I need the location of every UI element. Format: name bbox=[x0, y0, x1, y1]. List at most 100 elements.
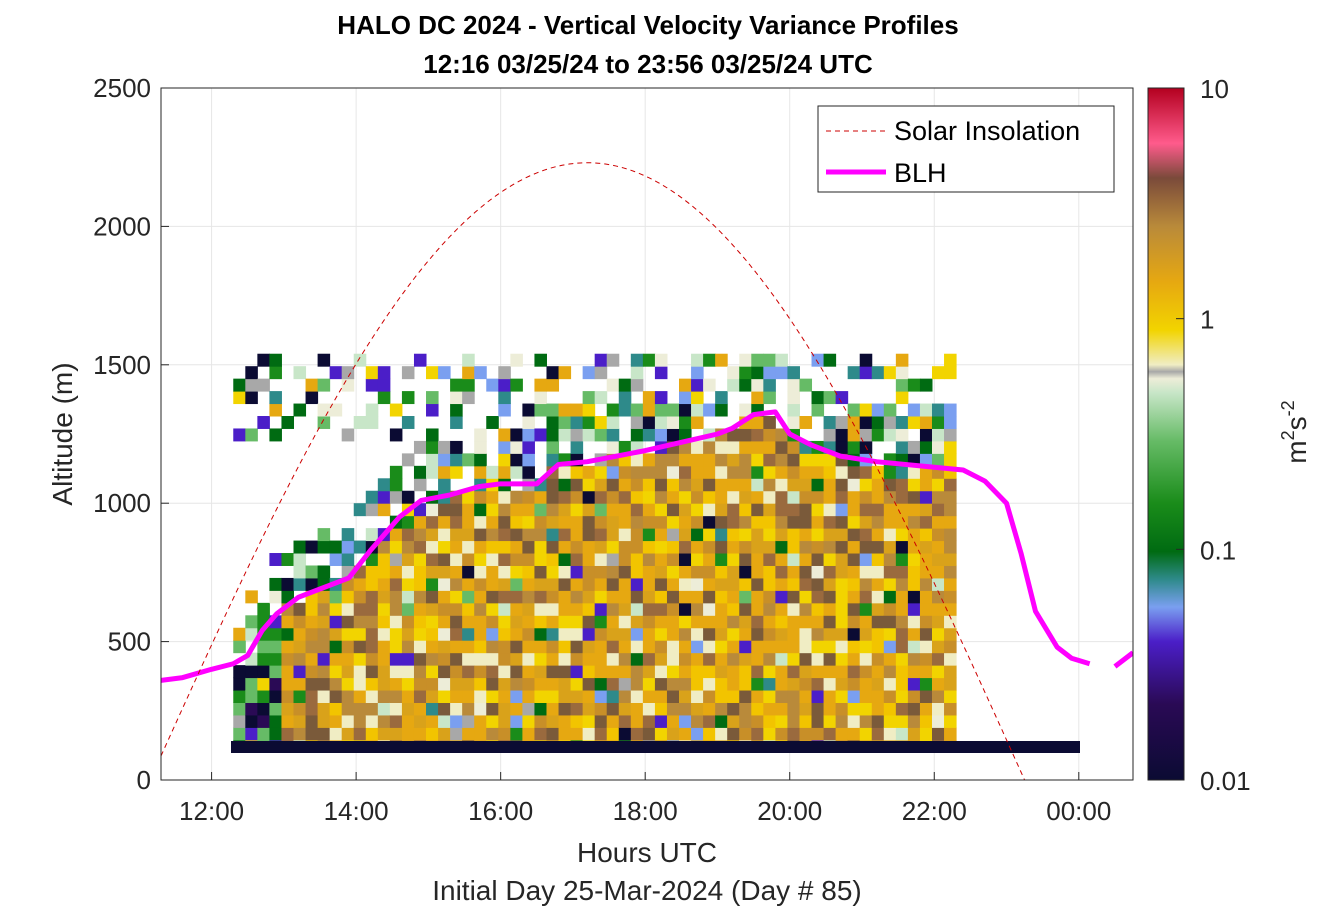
heatmap-cell bbox=[919, 428, 933, 442]
heatmap-cell bbox=[498, 453, 511, 467]
heatmap-cell bbox=[618, 727, 632, 741]
heatmap-cell bbox=[522, 490, 535, 504]
heatmap-cell bbox=[377, 577, 391, 591]
heatmap-cell bbox=[654, 528, 668, 542]
heatmap-cell bbox=[401, 690, 415, 703]
heatmap-cell bbox=[823, 565, 837, 579]
heatmap-cell bbox=[811, 690, 825, 703]
heatmap-cell bbox=[811, 652, 825, 666]
heatmap-cell bbox=[438, 515, 451, 529]
heatmap-cell bbox=[570, 553, 584, 566]
heatmap-cell bbox=[944, 640, 957, 654]
heatmap-cell bbox=[823, 553, 837, 566]
heatmap-cell bbox=[570, 615, 584, 629]
heatmap-cell bbox=[630, 665, 644, 679]
heatmap-cell bbox=[450, 577, 463, 591]
heatmap-cell bbox=[654, 453, 668, 467]
heatmap-cell bbox=[317, 714, 331, 728]
heatmap-cell bbox=[630, 490, 644, 504]
heatmap-cell bbox=[426, 615, 439, 629]
heatmap-cell bbox=[703, 378, 716, 392]
heatmap-cell bbox=[257, 665, 270, 679]
heatmap-cell bbox=[305, 665, 319, 679]
heatmap-cell bbox=[606, 515, 620, 529]
heatmap-cell bbox=[944, 503, 957, 517]
heatmap-cell bbox=[426, 690, 439, 703]
heatmap-cell bbox=[654, 727, 668, 741]
heatmap-cell bbox=[365, 565, 379, 579]
heatmap-cell bbox=[751, 702, 764, 716]
heatmap-cell bbox=[594, 553, 608, 566]
heatmap-cell bbox=[703, 440, 716, 454]
heatmap-cell bbox=[426, 440, 439, 454]
heatmap-cell bbox=[751, 727, 764, 741]
heatmap-cell bbox=[895, 690, 909, 703]
heatmap-cell bbox=[811, 465, 825, 479]
heatmap-cell bbox=[341, 602, 355, 616]
heatmap-cell bbox=[703, 714, 716, 728]
heatmap-cell bbox=[522, 540, 535, 554]
heatmap-cell bbox=[486, 528, 499, 542]
heatmap-cell bbox=[823, 428, 837, 442]
heatmap-cell bbox=[317, 403, 331, 417]
heatmap-cell bbox=[582, 690, 596, 703]
heatmap-cell bbox=[365, 528, 379, 542]
heatmap-cell bbox=[305, 640, 319, 654]
heatmap-cell bbox=[341, 690, 355, 703]
heatmap-cell bbox=[534, 540, 547, 554]
heatmap-cell bbox=[859, 465, 873, 479]
heatmap-cell bbox=[751, 640, 764, 654]
heatmap-cell bbox=[257, 702, 270, 716]
heatmap-cell bbox=[775, 440, 788, 454]
heatmap-cell bbox=[691, 702, 704, 716]
y-tick-label: 500 bbox=[108, 627, 151, 657]
heatmap-cell bbox=[486, 565, 499, 579]
heatmap-cell bbox=[799, 652, 813, 666]
heatmap-cell bbox=[823, 577, 837, 591]
heatmap-cell bbox=[534, 515, 547, 529]
heatmap-cell bbox=[606, 465, 620, 479]
heatmap-cell bbox=[944, 353, 957, 367]
heatmap-cell bbox=[317, 615, 331, 629]
heatmap-cell bbox=[630, 353, 644, 367]
heatmap-cell bbox=[534, 640, 547, 654]
heatmap-cell bbox=[883, 602, 897, 616]
heatmap-cell bbox=[413, 602, 427, 616]
heatmap-cell bbox=[679, 727, 692, 741]
heatmap-cell bbox=[341, 615, 355, 629]
heatmap-cell bbox=[534, 553, 547, 566]
heatmap-cell bbox=[594, 428, 608, 442]
heatmap-cell bbox=[679, 714, 692, 728]
x-tick-label: 22:00 bbox=[902, 796, 967, 826]
heatmap-cell bbox=[811, 590, 825, 604]
heatmap-cell bbox=[474, 590, 487, 604]
heatmap-cell bbox=[413, 440, 427, 454]
heatmap-cell bbox=[233, 702, 246, 716]
heatmap-cell bbox=[775, 553, 788, 566]
heatmap-cell bbox=[594, 590, 608, 604]
heatmap-cell bbox=[871, 428, 885, 442]
heatmap-cell bbox=[847, 677, 861, 691]
heatmap-cell bbox=[775, 565, 788, 579]
y-axis-label: Altitude (m) bbox=[47, 362, 78, 505]
heatmap-cell bbox=[570, 528, 584, 542]
heatmap-cell bbox=[895, 702, 909, 716]
heatmap-cell bbox=[703, 503, 716, 517]
heatmap-cell bbox=[642, 565, 656, 579]
heatmap-cell bbox=[594, 615, 608, 629]
heatmap-cell bbox=[317, 528, 331, 542]
heatmap-cell bbox=[763, 465, 776, 479]
heatmap-cell bbox=[365, 366, 379, 380]
heatmap-cell bbox=[534, 428, 547, 442]
heatmap-cell bbox=[450, 391, 463, 405]
heatmap-cell bbox=[522, 553, 535, 566]
heatmap-cell bbox=[498, 378, 511, 392]
heatmap-cell bbox=[763, 490, 776, 504]
heatmap-cell bbox=[377, 702, 391, 716]
heatmap-cell bbox=[907, 727, 921, 741]
heatmap-cell bbox=[413, 478, 427, 492]
heatmap-cell bbox=[606, 353, 620, 367]
heatmap-cell bbox=[679, 540, 692, 554]
heatmap-cell bbox=[895, 378, 909, 392]
heatmap-cell bbox=[799, 714, 813, 728]
